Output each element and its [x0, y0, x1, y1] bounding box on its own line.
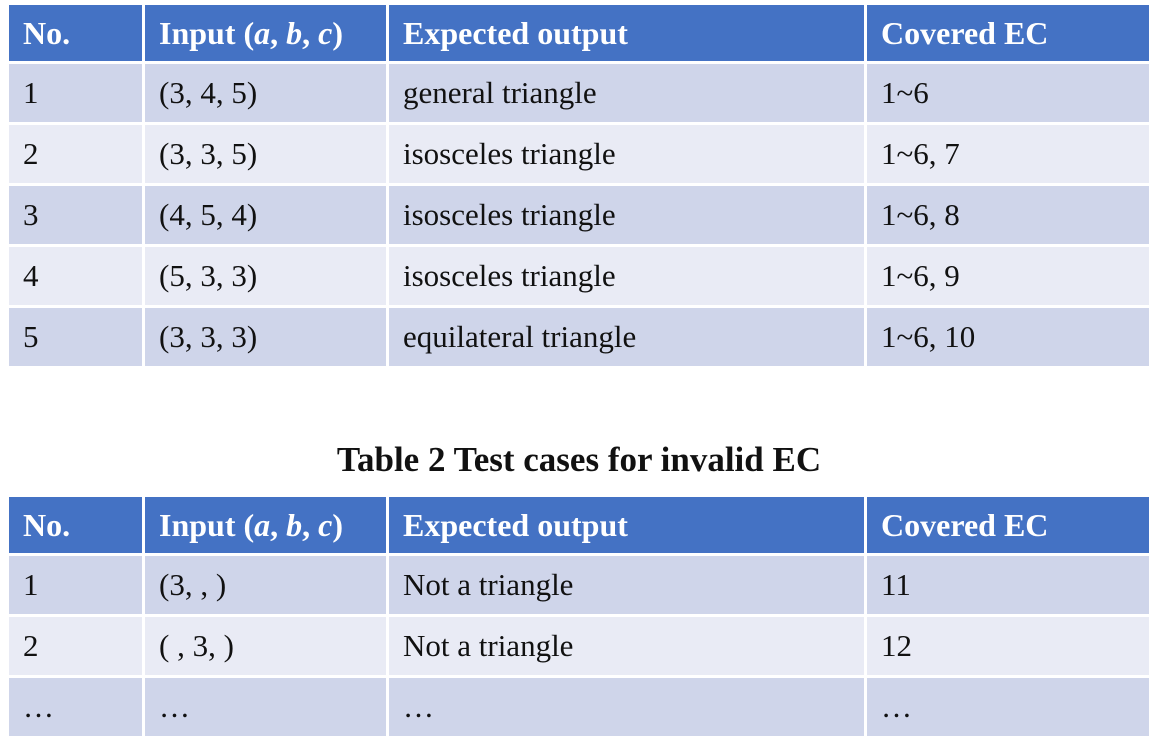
cell-input: (3, 4, 5)	[145, 64, 386, 122]
cell-no: 1	[9, 64, 142, 122]
cell-input: (5, 3, 3)	[145, 247, 386, 305]
cell-input: (3, 3, 5)	[145, 125, 386, 183]
cell-no: 2	[9, 125, 142, 183]
cell-no: …	[9, 678, 142, 736]
table-row: 3 (4, 5, 4) isosceles triangle 1~6, 8	[9, 186, 1149, 244]
table-row: 2 ( , 3, ) Not a triangle 12	[9, 617, 1149, 675]
header-input-suffix: )	[332, 14, 344, 51]
header-no: No.	[9, 497, 142, 553]
cell-no: 3	[9, 186, 142, 244]
cell-no: 5	[9, 308, 142, 366]
table-row: 1 (3, , ) Not a triangle 11	[9, 556, 1149, 614]
cell-input: (3, , )	[145, 556, 386, 614]
cell-covered-ec: 12	[867, 617, 1149, 675]
header-sep-2: ,	[302, 506, 319, 543]
header-covered-ec: Covered EC	[867, 497, 1149, 553]
header-no: No.	[9, 5, 142, 61]
cell-covered-ec: 1~6, 8	[867, 186, 1149, 244]
table-row: 4 (5, 3, 3) isosceles triangle 1~6, 9	[9, 247, 1149, 305]
cell-covered-ec: 1~6	[867, 64, 1149, 122]
header-expected-output: Expected output	[389, 5, 864, 61]
cell-covered-ec: …	[867, 678, 1149, 736]
table-2-caption: Table 2 Test cases for invalid EC	[336, 440, 822, 479]
header-input-suffix: )	[332, 506, 344, 543]
header-sep-2: ,	[302, 14, 319, 51]
cell-covered-ec: 1~6, 9	[867, 247, 1149, 305]
header-input-prefix: Input (	[159, 14, 255, 51]
header-input: Input (a, b, c)	[145, 5, 386, 61]
header-sep-1: ,	[270, 506, 287, 543]
cell-input: (4, 5, 4)	[145, 186, 386, 244]
cell-expected-output: Not a triangle	[389, 617, 864, 675]
header-var-b: b	[286, 14, 303, 51]
cell-no: 4	[9, 247, 142, 305]
header-input-prefix: Input (	[159, 506, 255, 543]
header-var-c: c	[318, 14, 333, 51]
table-row: 2 (3, 3, 5) isosceles triangle 1~6, 7	[9, 125, 1149, 183]
cell-no: 2	[9, 617, 142, 675]
cell-covered-ec: 1~6, 7	[867, 125, 1149, 183]
table-row: 1 (3, 4, 5) general triangle 1~6	[9, 64, 1149, 122]
header-expected-output: Expected output	[389, 497, 864, 553]
header-var-b: b	[286, 506, 303, 543]
cell-expected-output: general triangle	[389, 64, 864, 122]
table-header-row: No. Input (a, b, c) Expected output Cove…	[9, 5, 1149, 61]
cell-expected-output: equilateral triangle	[389, 308, 864, 366]
header-var-a: a	[254, 506, 271, 543]
header-sep-1: ,	[270, 14, 287, 51]
cell-expected-output: …	[389, 678, 864, 736]
table-header-row: No. Input (a, b, c) Expected output Cove…	[9, 497, 1149, 553]
table-row: … … … …	[9, 678, 1149, 736]
invalid-ec-test-cases-table: No. Input (a, b, c) Expected output Cove…	[6, 494, 1152, 739]
cell-no: 1	[9, 556, 142, 614]
header-var-c: c	[318, 506, 333, 543]
cell-expected-output: isosceles triangle	[389, 186, 864, 244]
cell-input: ( , 3, )	[145, 617, 386, 675]
table-row: 5 (3, 3, 3) equilateral triangle 1~6, 10	[9, 308, 1149, 366]
header-covered-ec: Covered EC	[867, 5, 1149, 61]
header-input: Input (a, b, c)	[145, 497, 386, 553]
cell-input: …	[145, 678, 386, 736]
cell-input: (3, 3, 3)	[145, 308, 386, 366]
valid-ec-test-cases-table: No. Input (a, b, c) Expected output Cove…	[6, 2, 1152, 369]
cell-expected-output: Not a triangle	[389, 556, 864, 614]
header-var-a: a	[254, 14, 271, 51]
cell-covered-ec: 11	[867, 556, 1149, 614]
cell-expected-output: isosceles triangle	[389, 247, 864, 305]
cell-covered-ec: 1~6, 10	[867, 308, 1149, 366]
cell-expected-output: isosceles triangle	[389, 125, 864, 183]
